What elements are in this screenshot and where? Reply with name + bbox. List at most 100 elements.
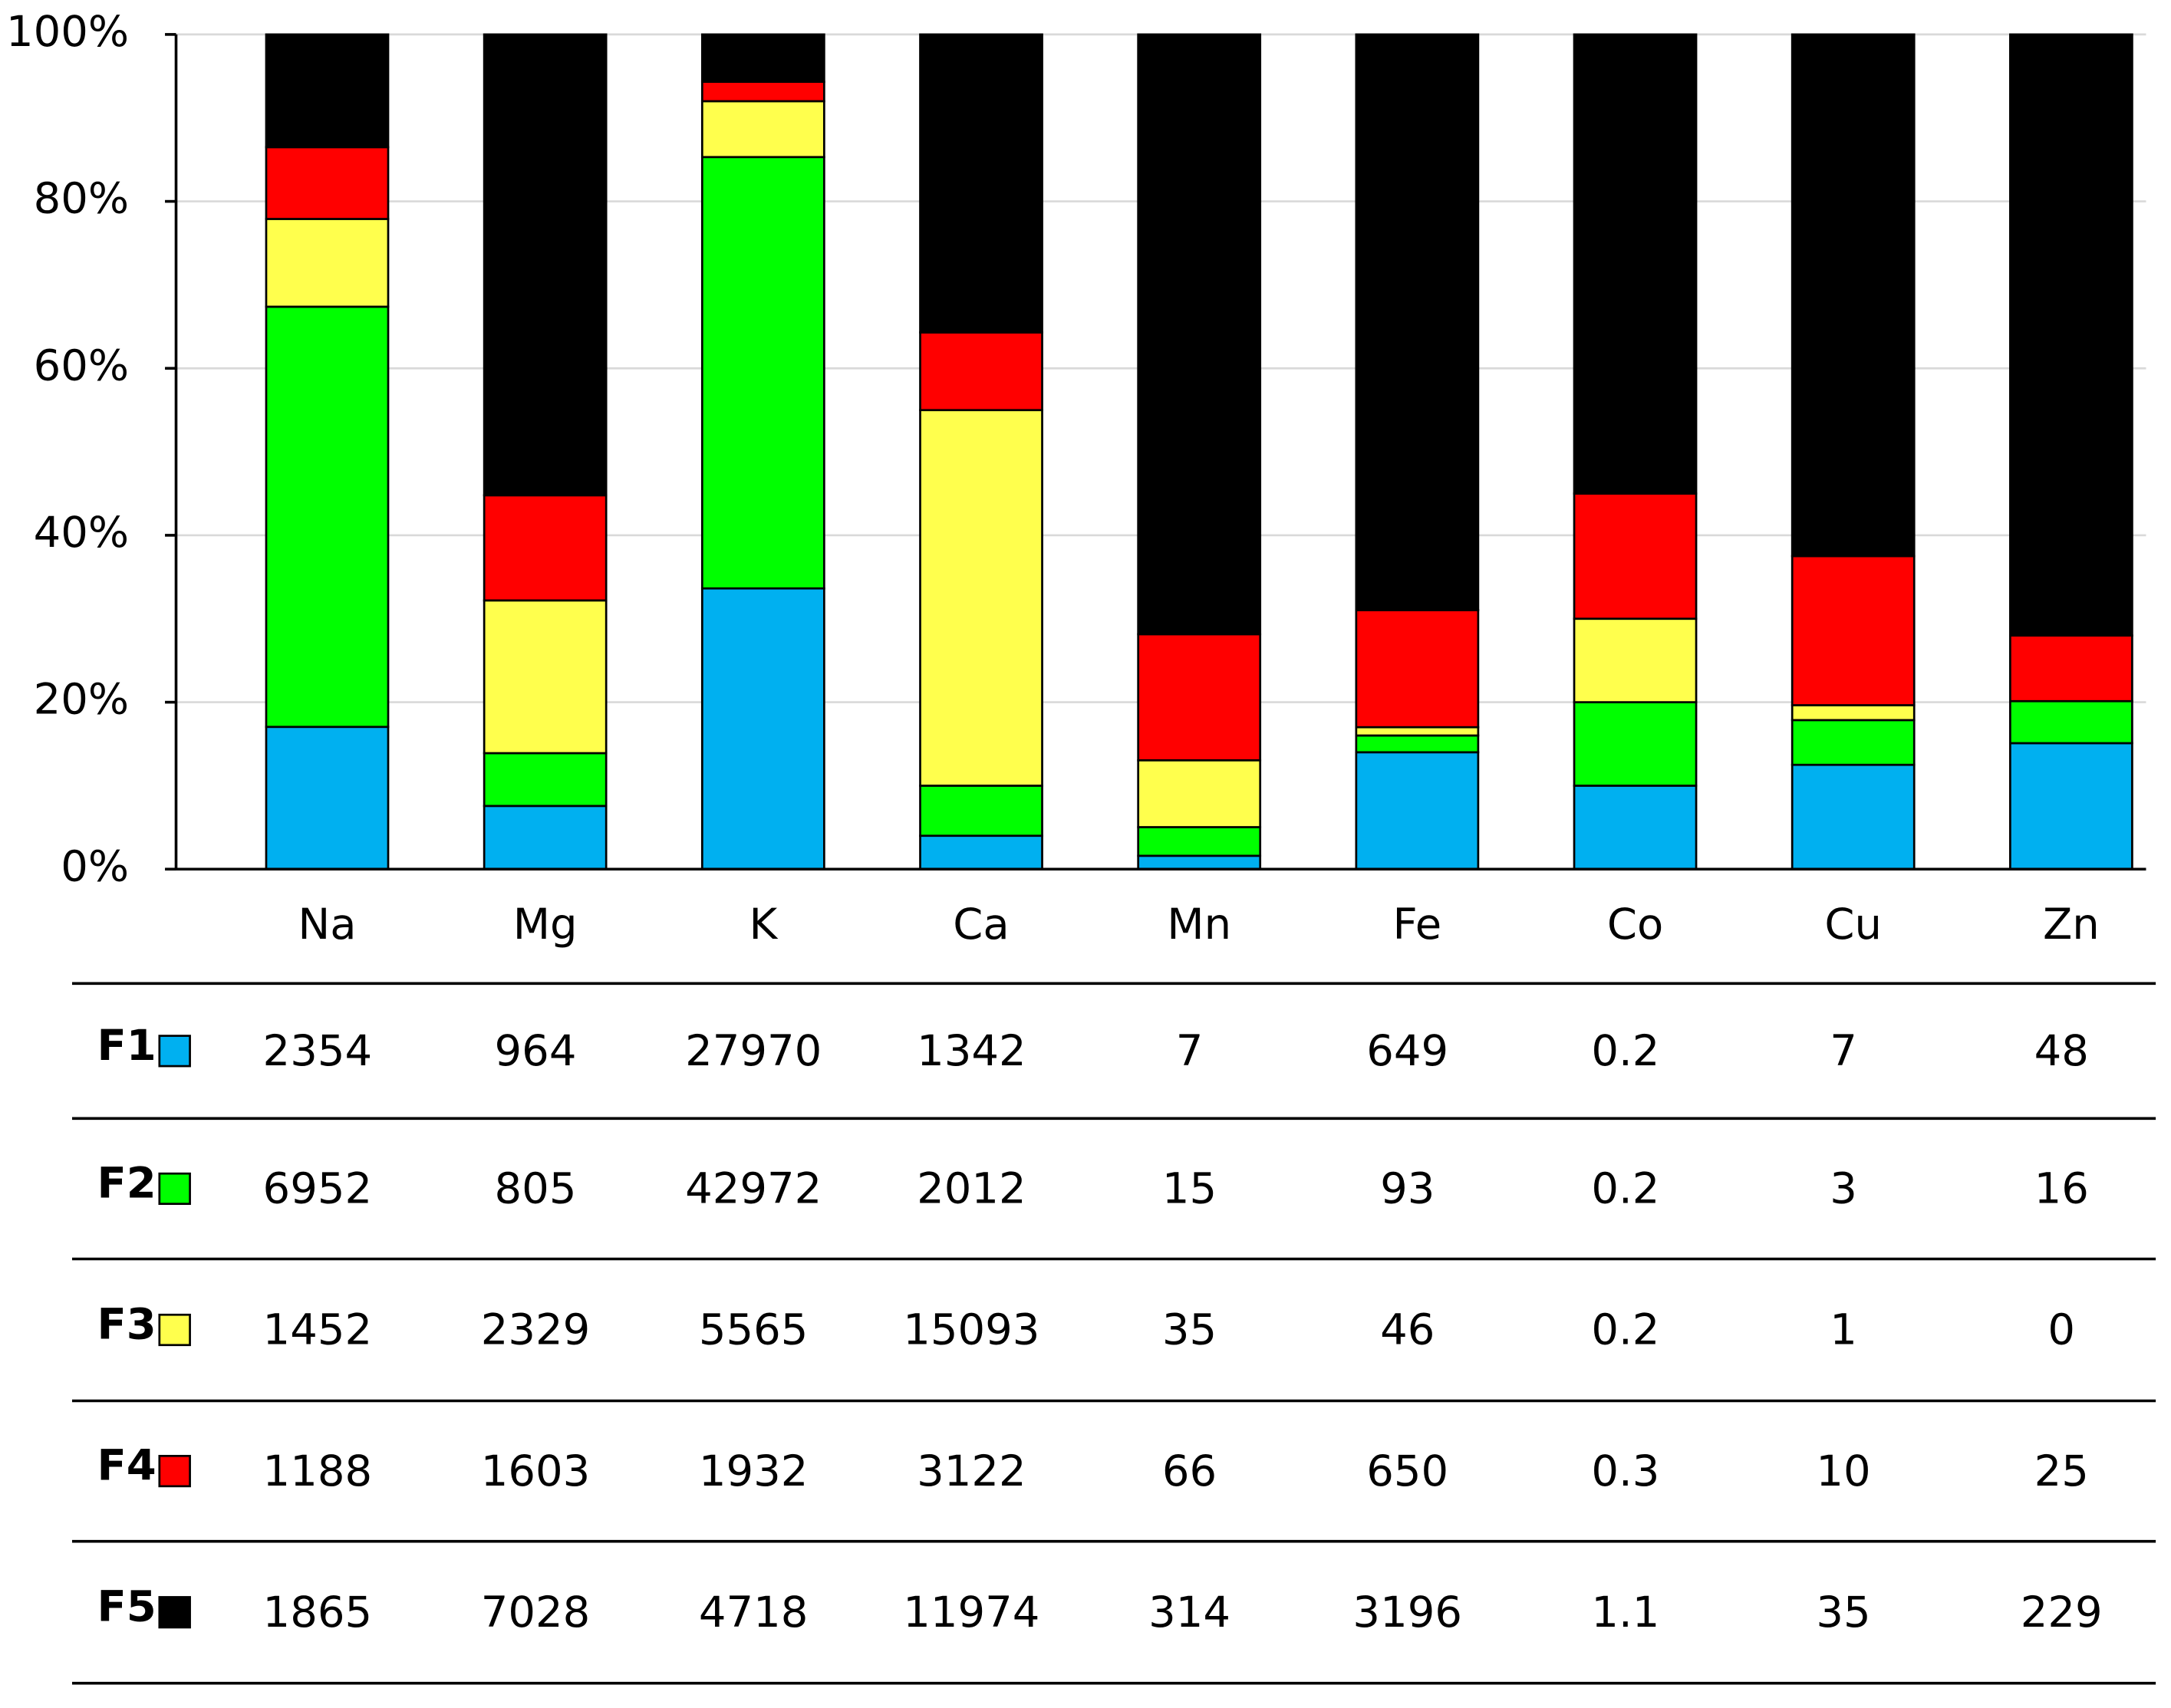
bar-segment xyxy=(1790,704,1916,722)
table-value: 1.1 xyxy=(1591,1588,1659,1637)
bar-segment xyxy=(265,146,390,220)
table-value: 0.3 xyxy=(1591,1446,1659,1496)
table-value: 5565 xyxy=(699,1305,809,1355)
bar-segment xyxy=(2009,699,2133,745)
table-value: 25 xyxy=(2034,1446,2089,1496)
table-value: 93 xyxy=(1380,1164,1435,1214)
table-value: 0.2 xyxy=(1591,1305,1659,1355)
table-value: 46 xyxy=(1380,1305,1435,1355)
bar-segment xyxy=(919,33,1043,334)
bar-segment xyxy=(919,331,1043,412)
table-value: 3 xyxy=(1830,1164,1857,1214)
bar-segment xyxy=(483,805,608,870)
table-value: 1452 xyxy=(263,1305,373,1355)
bar-segment xyxy=(483,752,608,808)
table-value: 0 xyxy=(2047,1305,2075,1355)
bar-segment xyxy=(2009,634,2133,703)
table-value: 11974 xyxy=(903,1588,1039,1637)
bar-segment xyxy=(1790,719,1916,766)
bar-segment xyxy=(1355,751,1480,870)
bar-segment xyxy=(700,81,825,103)
bar-segment xyxy=(1137,33,1262,636)
table-value: 15093 xyxy=(903,1305,1039,1355)
bar-segment xyxy=(700,33,825,83)
y-tick-label: 80% xyxy=(34,174,129,224)
table-value: 1 xyxy=(1830,1305,1857,1355)
table-row-name: F3 xyxy=(97,1300,156,1350)
table-value: 0.2 xyxy=(1591,1164,1659,1214)
bar-segment xyxy=(919,409,1043,787)
table-value: 1932 xyxy=(699,1446,809,1496)
table-row-name: F2 xyxy=(97,1159,156,1209)
bar-segment xyxy=(1137,826,1262,857)
bar-segment xyxy=(1137,854,1262,870)
table-value: 964 xyxy=(495,1026,577,1076)
bar-segment xyxy=(2009,33,2133,637)
table-value: 3122 xyxy=(917,1446,1026,1496)
table-value: 650 xyxy=(1366,1446,1448,1496)
table-value: 35 xyxy=(1816,1588,1870,1637)
table-value: 1603 xyxy=(481,1446,591,1496)
bar-segment xyxy=(1790,555,1916,706)
table-value: 2012 xyxy=(917,1164,1026,1214)
table-value: 10 xyxy=(1816,1446,1870,1496)
x-tick-label: Ca xyxy=(953,900,1009,949)
bar-segment xyxy=(1355,33,1480,611)
table-value: 2354 xyxy=(263,1026,373,1076)
y-tick-label: 100% xyxy=(6,7,129,57)
table-value: 7028 xyxy=(481,1588,591,1637)
bar-segment xyxy=(919,785,1043,838)
table-value: 48 xyxy=(2034,1026,2089,1076)
bar-segment xyxy=(265,218,390,308)
bar-segment xyxy=(265,305,390,729)
bar-segment xyxy=(1573,492,1698,620)
table-value: 4718 xyxy=(699,1588,809,1637)
bar-segment xyxy=(1790,763,1916,870)
x-tick-label: Co xyxy=(1607,900,1663,949)
table-value: 0.2 xyxy=(1591,1026,1659,1076)
x-tick-label: Mg xyxy=(513,900,578,949)
table-row-name: F1 xyxy=(97,1021,156,1071)
bar-segment xyxy=(483,494,608,602)
x-tick-label: Mn xyxy=(1167,900,1231,949)
y-tick-label: 20% xyxy=(34,675,129,725)
bar-segment xyxy=(700,100,825,159)
table-value: 229 xyxy=(2021,1588,2103,1637)
table-value: 3196 xyxy=(1352,1588,1462,1637)
y-tick-label: 40% xyxy=(34,508,129,558)
bar-segment xyxy=(1573,617,1698,703)
table-value: 35 xyxy=(1162,1305,1217,1355)
bar-segment xyxy=(1355,609,1480,729)
legend-swatch xyxy=(158,1454,191,1488)
bar-segment xyxy=(1790,33,1916,558)
bar-segment xyxy=(700,156,825,590)
x-tick-label: Zn xyxy=(2043,900,2100,949)
bar-segment xyxy=(1137,759,1262,828)
legend-swatch xyxy=(158,1596,191,1629)
bar-segment xyxy=(483,599,608,755)
table-value: 805 xyxy=(495,1164,577,1214)
bar-segment xyxy=(919,834,1043,870)
bar-segment xyxy=(1355,726,1480,737)
legend-swatch xyxy=(158,1172,191,1206)
legend-swatch xyxy=(158,1313,191,1347)
bar-segment xyxy=(700,587,825,870)
table-row-name: F4 xyxy=(97,1441,156,1491)
bar-segment xyxy=(265,726,390,870)
table-value: 1865 xyxy=(263,1588,373,1637)
table-value: 27970 xyxy=(685,1026,822,1076)
table-value: 1342 xyxy=(917,1026,1026,1076)
table-value: 66 xyxy=(1162,1446,1217,1496)
bar-segment xyxy=(1573,785,1698,870)
table-value: 7 xyxy=(1830,1026,1857,1076)
table-value: 15 xyxy=(1162,1164,1217,1214)
bar-segment xyxy=(1137,633,1262,762)
table-value: 6952 xyxy=(263,1164,373,1214)
x-tick-label: Cu xyxy=(1824,900,1882,949)
x-tick-label: K xyxy=(749,900,778,949)
bar-segment xyxy=(1573,701,1698,787)
table-value: 1188 xyxy=(263,1446,373,1496)
table-row-name: F5 xyxy=(97,1582,156,1632)
